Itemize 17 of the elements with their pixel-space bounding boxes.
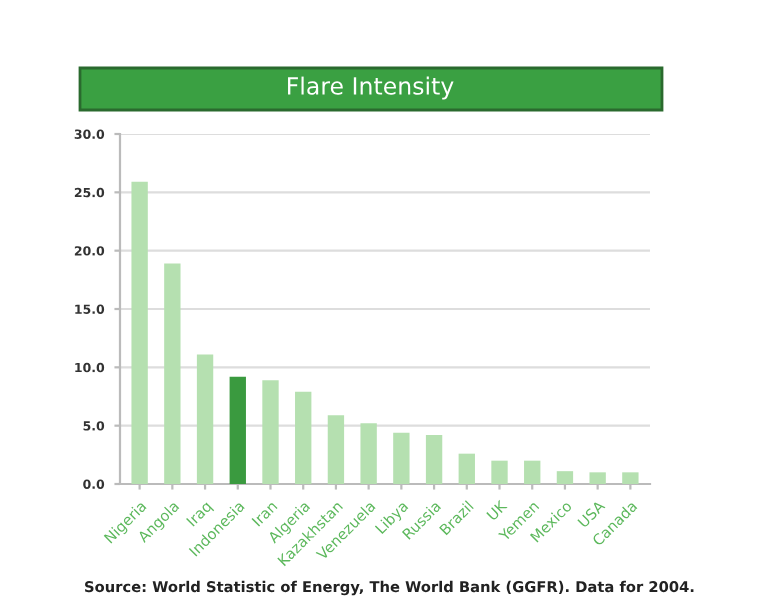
bar — [360, 423, 377, 484]
bar — [196, 354, 214, 484]
bar — [327, 415, 345, 484]
bar — [622, 472, 639, 484]
bar — [164, 263, 181, 484]
bar — [295, 391, 312, 484]
bar — [262, 380, 279, 484]
bar — [491, 460, 508, 484]
bar — [425, 435, 443, 484]
bar — [393, 432, 410, 484]
bar — [229, 376, 246, 484]
bar — [458, 453, 475, 484]
bar — [131, 181, 148, 484]
bar — [556, 471, 574, 484]
bar — [589, 472, 606, 484]
chart-title: Flare Intensity — [288, 76, 454, 100]
bar — [524, 460, 541, 484]
